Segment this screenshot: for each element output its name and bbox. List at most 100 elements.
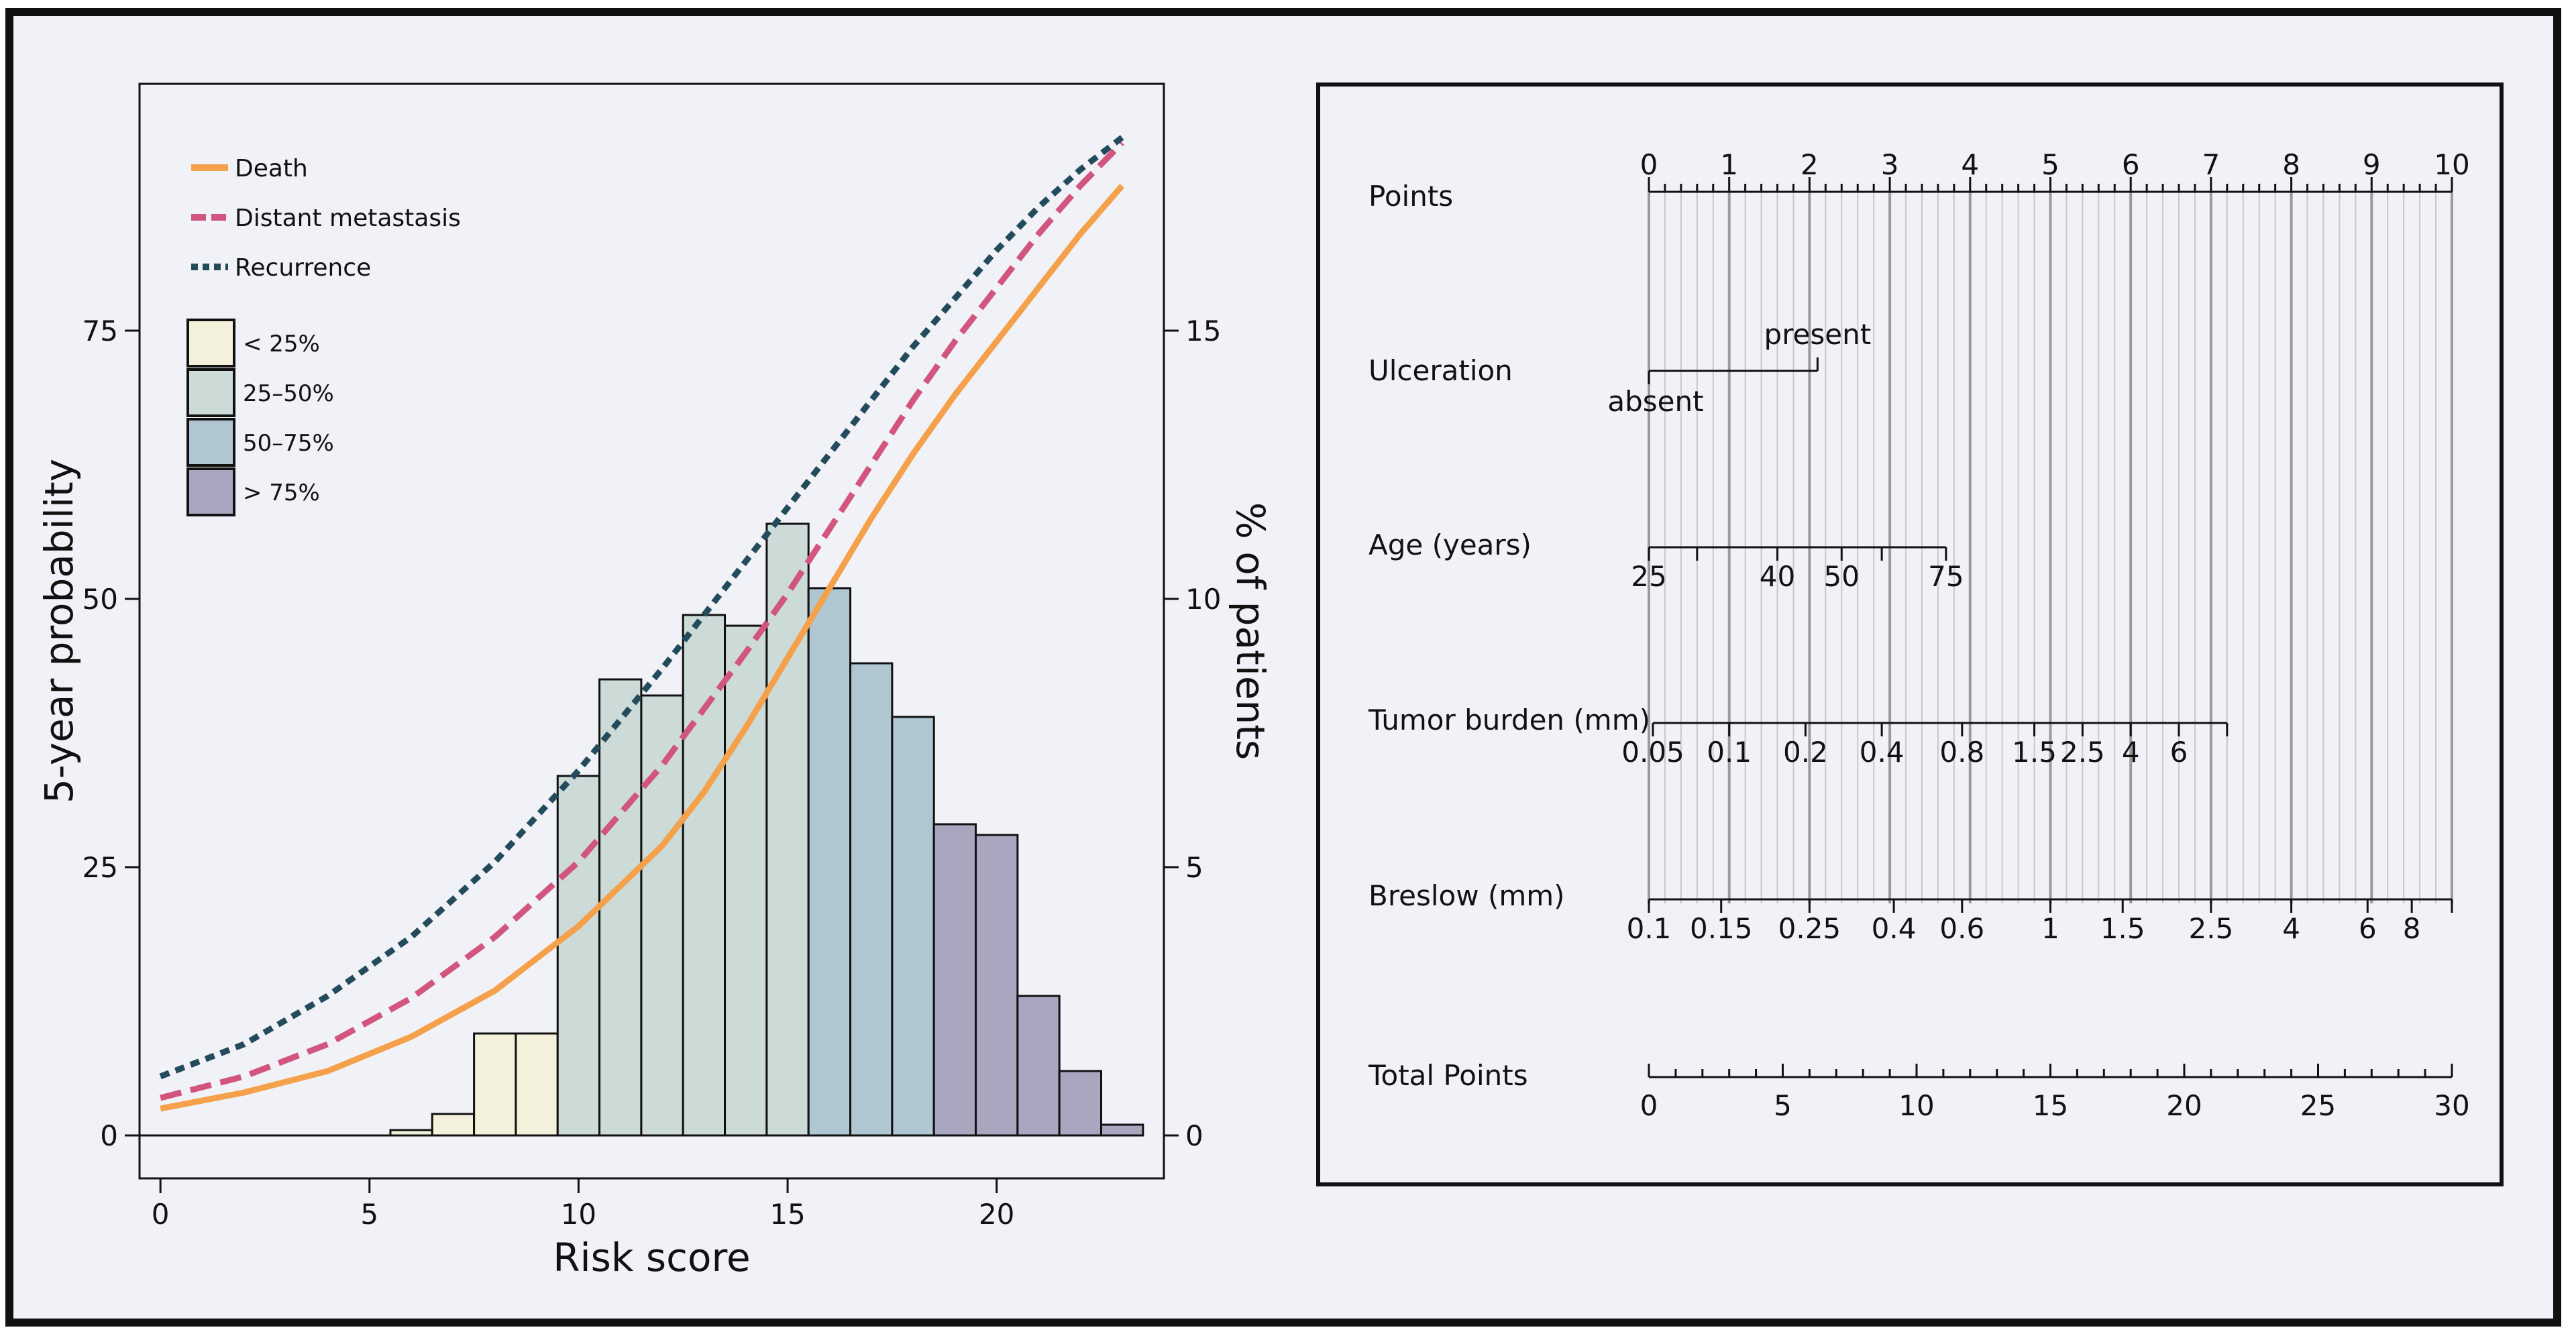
points-tick-label: 0 bbox=[1640, 148, 1658, 181]
y2-tick-label: 0 bbox=[1185, 1119, 1203, 1152]
variable-title: Breslow (mm) bbox=[1368, 879, 1565, 912]
risk-score-chart: 0 25 50 75 0 5 10 15 0 5 10 15 20 Risk score 5-year pr… bbox=[36, 82, 1273, 1280]
histogram-bar bbox=[975, 834, 1019, 1137]
x-tick-label: 5 bbox=[360, 1198, 378, 1231]
variable-tick-label: 2.5 bbox=[2060, 736, 2105, 769]
histogram-bar bbox=[556, 775, 601, 1137]
points-tick-label: 9 bbox=[2363, 148, 2381, 181]
legend-quartile-label: 50–75% bbox=[243, 430, 334, 457]
y2-axis-title: % of patients bbox=[1228, 502, 1273, 761]
legend-quartile-swatch bbox=[186, 418, 235, 467]
y-tick-label: 0 bbox=[100, 1119, 118, 1152]
histogram-bar bbox=[932, 823, 977, 1137]
variable-tick-label: 50 bbox=[1824, 560, 1860, 593]
x-axis-title: Risk score bbox=[553, 1235, 751, 1280]
points-tick-label: 10 bbox=[2434, 148, 2469, 181]
series-line-1 bbox=[160, 140, 1124, 1101]
histogram-bar bbox=[765, 522, 810, 1137]
variable-tick-label: 0.4 bbox=[1860, 736, 1904, 769]
histogram-bar bbox=[1100, 1123, 1144, 1137]
variable-tick-label: 0.4 bbox=[1872, 912, 1917, 945]
variable-tick-label: 0.6 bbox=[1939, 912, 1984, 945]
variable-tick-label: 25 bbox=[1631, 560, 1666, 593]
variable-title: Age (years) bbox=[1368, 528, 1532, 561]
series-line-0 bbox=[160, 184, 1125, 1112]
points-tick-label: 7 bbox=[2202, 148, 2220, 181]
y-tick-label: 25 bbox=[83, 851, 118, 884]
y2-tick-label: 5 bbox=[1185, 851, 1203, 884]
points-tick-label: 8 bbox=[2282, 148, 2300, 181]
total-points-title: Total Points bbox=[1368, 1059, 1528, 1092]
variable-tick-label: 4 bbox=[2122, 736, 2140, 769]
legend-quartile-swatch bbox=[186, 319, 235, 368]
variable-tick-label: 8 bbox=[2403, 912, 2421, 945]
histogram-bar bbox=[640, 694, 684, 1137]
y2-tick-label: 15 bbox=[1185, 315, 1221, 347]
histogram-bar bbox=[724, 624, 768, 1137]
y-tick-label: 75 bbox=[83, 315, 118, 347]
variable-tick-label: 6 bbox=[2359, 912, 2377, 945]
variable-tick-label: 1 bbox=[2041, 912, 2059, 945]
variable-tick-label: 0.1 bbox=[1627, 912, 1672, 945]
points-tick-label: 2 bbox=[1801, 148, 1819, 181]
legend-quartile-swatch bbox=[186, 467, 235, 516]
variable-tick-label: 75 bbox=[1928, 560, 1964, 593]
histogram-bar bbox=[849, 662, 894, 1137]
variable-tick-label: 0.15 bbox=[1690, 912, 1753, 945]
variable-tick-label: 0.8 bbox=[1939, 736, 1984, 769]
total-points-tick-label: 0 bbox=[1640, 1089, 1658, 1122]
histogram-bar bbox=[473, 1032, 517, 1137]
x-tick-label: 15 bbox=[769, 1198, 805, 1231]
variable-tick-label: 40 bbox=[1760, 560, 1795, 593]
histogram-bar bbox=[598, 678, 643, 1137]
total-points-tick-label: 15 bbox=[2033, 1089, 2068, 1122]
legend-quartile-label: < 25% bbox=[243, 331, 320, 357]
histogram-bar bbox=[807, 587, 852, 1137]
histogram-bar bbox=[389, 1129, 433, 1137]
variable-tick-label: 4 bbox=[2282, 912, 2300, 945]
variable-tick-label: 0.25 bbox=[1778, 912, 1841, 945]
legend-quartile-label: 25–50% bbox=[243, 380, 334, 407]
points-axis-title: Points bbox=[1368, 180, 1453, 213]
histogram-bar bbox=[1016, 995, 1061, 1137]
variable-tick-label: 0.1 bbox=[1707, 736, 1752, 769]
variable-tick-label: 6 bbox=[2170, 736, 2188, 769]
variable-tick-label: 0.2 bbox=[1783, 736, 1828, 769]
legend-quartile-swatch bbox=[186, 368, 235, 417]
variable-tick-label: 2.5 bbox=[2189, 912, 2234, 945]
variable-tick-label: 1.5 bbox=[2100, 912, 2145, 945]
series-line-2 bbox=[159, 135, 1124, 1080]
total-points-tick-label: 5 bbox=[1774, 1089, 1792, 1122]
total-points-tick-label: 10 bbox=[1898, 1089, 1934, 1122]
points-tick-label: 1 bbox=[1720, 148, 1738, 181]
total-points-tick-label: 20 bbox=[2166, 1089, 2202, 1122]
variable-title: Tumor burden (mm) bbox=[1368, 704, 1650, 736]
variable-level-label: absent bbox=[1607, 385, 1703, 418]
variable-tick-label: 0.05 bbox=[1621, 736, 1684, 769]
histogram-bar bbox=[1058, 1070, 1103, 1137]
points-tick-label: 5 bbox=[2041, 148, 2059, 181]
variable-tick-label: 1.5 bbox=[2012, 736, 2057, 769]
legend-quartile-label: > 75% bbox=[243, 480, 320, 506]
total-points-tick-label: 30 bbox=[2434, 1089, 2469, 1122]
x-tick-label: 0 bbox=[152, 1198, 170, 1231]
points-tick-label: 4 bbox=[1961, 148, 1979, 181]
histogram-bar bbox=[682, 614, 727, 1137]
plot-area bbox=[138, 82, 1165, 1180]
x-tick-label: 10 bbox=[561, 1198, 596, 1231]
y2-tick-label: 10 bbox=[1185, 583, 1221, 616]
nomogram-panel bbox=[1316, 82, 2504, 1186]
histogram-bar bbox=[891, 716, 935, 1137]
y-axis-title: 5-year probability bbox=[36, 459, 82, 803]
total-points-tick-label: 25 bbox=[2300, 1089, 2336, 1122]
variable-title: Ulceration bbox=[1368, 354, 1513, 387]
points-tick-label: 3 bbox=[1881, 148, 1899, 181]
y-tick-label: 50 bbox=[83, 583, 118, 616]
legend-line-label: Distant metastasis bbox=[235, 205, 461, 232]
points-tick-label: 6 bbox=[2122, 148, 2140, 181]
legend-line-label: Death bbox=[235, 155, 308, 182]
variable-level-label: present bbox=[1764, 318, 1872, 351]
histogram-bar bbox=[515, 1032, 559, 1137]
x-tick-label: 20 bbox=[979, 1198, 1014, 1231]
